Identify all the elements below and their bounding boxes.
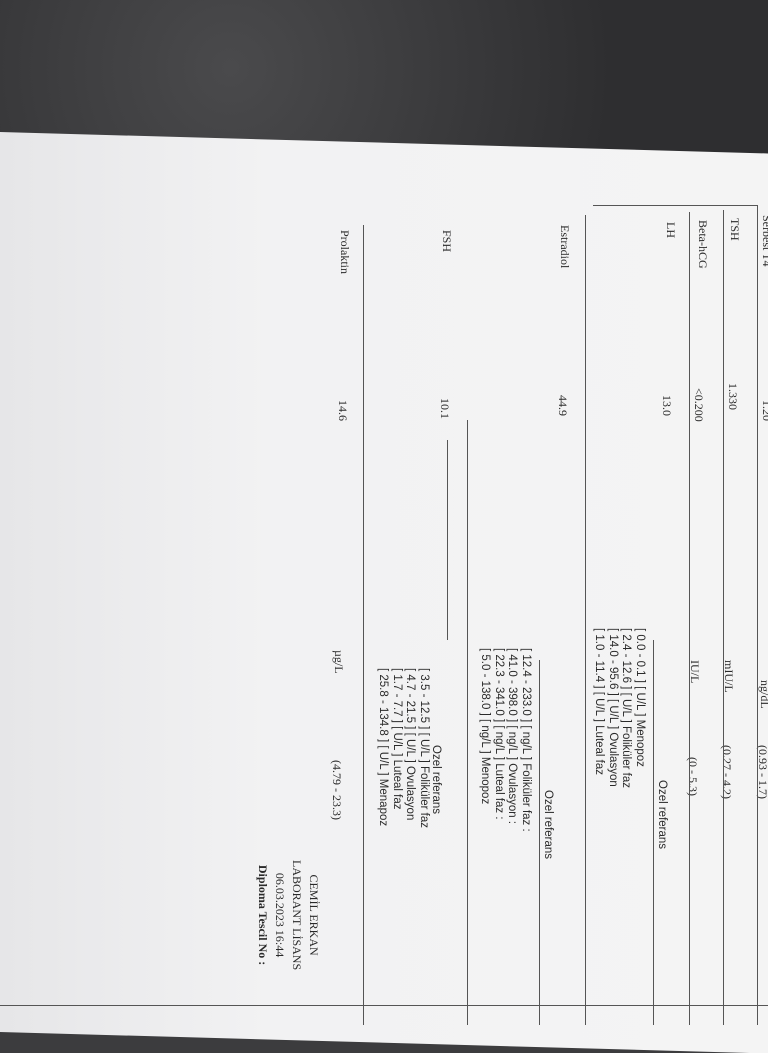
test-value: 10.1: [438, 398, 452, 419]
test-value: 44.9: [556, 395, 570, 416]
special-ref: [ 41.0 - 398.0 ] [ ng/L ] Ovulasyon :: [506, 648, 519, 825]
special-ref-label: Ozel referans: [542, 790, 554, 860]
test-reference: (0 - 5.3): [686, 757, 700, 796]
row-divider: [757, 205, 758, 1025]
test-value: <0.200: [692, 388, 706, 422]
special-ref: [ 12.4 - 233.0 ] [ ng/L ] Foliküler faz …: [520, 648, 532, 832]
test-value: 14.6: [336, 400, 350, 421]
test-name: Prolaktin: [338, 230, 352, 274]
row-divider: [467, 420, 468, 1025]
test-value: 1.330: [726, 383, 740, 410]
test-value: 1.20: [760, 400, 768, 421]
test-name: Beta-hCG: [696, 220, 710, 269]
special-ref-label: Ozel referans: [430, 745, 442, 815]
test-value: 13.0: [660, 395, 674, 416]
signature-datetime: 06.03.2023 16:44: [273, 872, 287, 958]
row-divider: [689, 212, 690, 1025]
row-divider: [723, 210, 724, 1025]
test-name: Estradiol: [558, 225, 572, 269]
special-ref-list: [ 0.0 - 0.1 ] [ U/L ] Menopoz [ 2.4 - 12…: [592, 628, 647, 789]
test-unit: µg/L: [332, 650, 346, 674]
test-name: FSH: [440, 230, 454, 253]
special-ref: [ 22.3 - 341.0 ] [ ng/L ] Luteal faz :: [493, 648, 505, 820]
test-reference: (4.79 - 23.3): [330, 760, 344, 820]
special-ref-list: [ 12.4 - 233.0 ] [ ng/L ] Foliküler faz …: [478, 648, 533, 832]
signer-name: CEMİL ERKAN: [307, 874, 321, 956]
page-border: [0, 1005, 768, 1006]
special-ref: [ 3.5 - 12.5 ] [ U/L ] Foliküler faz: [418, 668, 430, 829]
test-name: Serbest T4: [760, 215, 768, 267]
special-ref: [ 5.0 - 138.0 ] [ ng/L ] Menopoz: [479, 648, 492, 805]
special-ref: [ 1.0 - 11.4 ] [ U/L ] Luteal faz: [593, 628, 606, 776]
test-unit: ng/dL: [758, 680, 768, 709]
diploma-number: Diploma Tescil No :: [256, 864, 270, 966]
special-ref-list: [ 3.5 - 12.5 ] [ U/L ] Foliküler faz [ 4…: [376, 668, 431, 829]
test-name: LH: [664, 222, 678, 238]
special-ref: [ 4.7 - 21.5 ] [ U/L ] Ovulasyon: [404, 668, 417, 821]
row-divider: [585, 215, 586, 1025]
special-ref: [ 0.0 - 0.1 ] [ U/L ] Menopoz: [634, 628, 646, 767]
special-ref-label: Ozel referans: [656, 780, 668, 850]
test-reference: (0.27 - 4.2): [720, 745, 734, 799]
test-name: TSH: [728, 218, 742, 241]
special-ref: [ 14.0 - 95.6 ] [ U/L ] Ovulasyon: [607, 628, 619, 787]
signer-title: LABORANT LİSANS: [290, 860, 304, 971]
row-divider: [653, 640, 654, 1025]
lab-report: Serbest T4 1.20 ng/dL (0.93 - 1.7) TSH 1…: [0, 205, 768, 1025]
special-ref: [ 2.4 - 12.6 ] [ U/L ] Foliküler faz: [620, 628, 633, 789]
row-divider: [447, 440, 448, 640]
special-ref: [ 1.7 - 7.7 ] [ U/L ] Luteal faz: [391, 668, 403, 810]
row-divider: [363, 225, 364, 1025]
row-divider: [539, 660, 540, 1025]
special-ref: [ 25.8 - 134.8 ] [ U/L ] Menapoz: [377, 668, 390, 827]
signature-block: CEMİL ERKAN LABORANT LİSANS 06.03.2023 1…: [254, 860, 322, 970]
table-border: [593, 205, 758, 206]
